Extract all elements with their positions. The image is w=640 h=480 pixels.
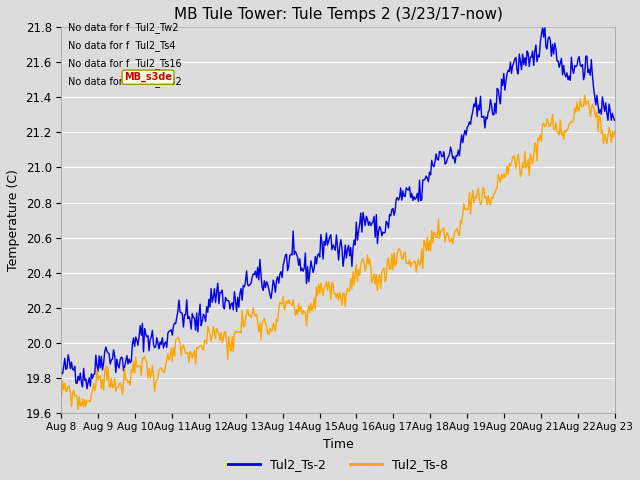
Text: No data for f  Tul2_Tw2: No data for f Tul2_Tw2 <box>68 22 179 33</box>
Tul2_Ts-8 <box>600 141 607 146</box>
Tul2_Ts-2 <box>321 242 329 248</box>
Tul2_Ts-2 <box>324 238 332 243</box>
Tul2_Ts-8 <box>58 394 65 399</box>
Y-axis label: Temperature (C): Temperature (C) <box>7 169 20 271</box>
Tul2_Ts-8 <box>512 165 520 171</box>
Text: MB_s3de: MB_s3de <box>124 72 172 83</box>
Tul2_Ts-8 <box>358 257 365 263</box>
Tul2_Ts-2 <box>358 229 365 235</box>
Title: MB Tule Tower: Tule Temps 2 (3/23/17-now): MB Tule Tower: Tule Temps 2 (3/23/17-now… <box>173 7 502 22</box>
Tul2_Ts-8 <box>388 251 396 257</box>
Tul2_Ts-2 <box>58 370 65 375</box>
Line: Tul2_Ts-2: Tul2_Ts-2 <box>61 26 614 389</box>
Tul2_Ts-2 <box>541 24 548 29</box>
Tul2_Ts-2 <box>611 118 618 123</box>
Legend: Tul2_Ts-2, Tul2_Ts-8: Tul2_Ts-2, Tul2_Ts-8 <box>223 453 452 476</box>
Tul2_Ts-2 <box>512 55 520 60</box>
Tul2_Ts-2 <box>388 207 396 213</box>
Tul2_Ts-8 <box>74 407 82 412</box>
Text: No data for f  Tul2_Ts16: No data for f Tul2_Ts16 <box>68 58 182 69</box>
X-axis label: Time: Time <box>323 438 353 451</box>
Tul2_Ts-2 <box>83 386 91 392</box>
Text: No data for f  Tul2_Ts4: No data for f Tul2_Ts4 <box>68 40 176 51</box>
Line: Tul2_Ts-8: Tul2_Ts-8 <box>61 95 614 409</box>
Text: No data for f  Tul2_Ts32: No data for f Tul2_Ts32 <box>68 76 182 87</box>
Tul2_Ts-2 <box>600 101 607 107</box>
Tul2_Ts-8 <box>611 128 618 134</box>
Tul2_Ts-8 <box>321 283 329 288</box>
Tul2_Ts-8 <box>324 279 332 285</box>
Tul2_Ts-8 <box>581 92 589 98</box>
